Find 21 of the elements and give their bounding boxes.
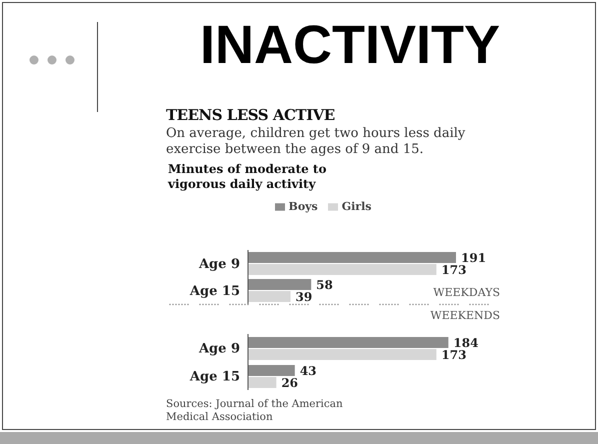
chart-subtitle: TEENS LESS ACTIVE bbox=[166, 106, 335, 124]
data-label: 58 bbox=[316, 278, 333, 292]
data-label: 173 bbox=[441, 348, 466, 362]
data-label: 173 bbox=[441, 262, 466, 277]
y-tick-label: Age 9 bbox=[198, 257, 240, 272]
data-label: 191 bbox=[461, 250, 486, 265]
text: On average, children get two hours less daily exercise between the ages of 9 and 15. bbox=[166, 126, 466, 158]
y-tick-label: Age 15 bbox=[188, 370, 240, 385]
y-tick-label: Age 9 bbox=[198, 342, 240, 357]
legend-label: Boys bbox=[288, 200, 318, 213]
data-label: 184 bbox=[453, 336, 478, 350]
annotation: Sources: Journal of the American Medical Association bbox=[166, 398, 344, 424]
annotation: WEEKDAYS bbox=[433, 286, 500, 299]
text: Minutes of moderate to vigorous daily activity bbox=[168, 162, 328, 192]
legend-label: Girls bbox=[342, 200, 372, 213]
chart-title: INACTIVITY bbox=[198, 14, 501, 76]
y-tick-label: Age 15 bbox=[188, 284, 240, 300]
data-label: 39 bbox=[295, 290, 312, 304]
data-label: 26 bbox=[281, 376, 298, 390]
annotation: WEEKENDS bbox=[430, 309, 500, 322]
data-label: 43 bbox=[300, 364, 317, 378]
